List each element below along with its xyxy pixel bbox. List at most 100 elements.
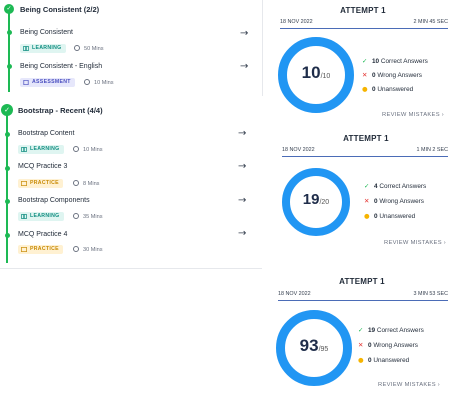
arrow-right-icon[interactable]: → [238,128,247,139]
section-being-consistent: ✓ Being Consistent (2/2) Being Consisten… [0,0,262,96]
practice-badge: PRACTICE [18,179,63,188]
unanswered-count: 0 [372,86,376,93]
duration-text: 35 Mins [83,214,103,220]
duration-text: 30 Mins [83,247,103,253]
clock-icon [73,180,79,186]
correct-stat: ✓ 19 Correct Answers [358,326,424,334]
score: 19/20 [282,191,350,209]
item-title[interactable]: Bootstrap Content [18,130,75,137]
completed-dot-icon [4,166,10,171]
arrow-right-icon[interactable]: → [240,61,249,72]
wrong-count: 0 [368,342,372,349]
wrong-stat: ✕ 0 Wrong Answers [364,197,424,205]
clock-icon [73,146,79,152]
correct-label: Correct Answers [379,183,427,190]
clock-icon [74,45,80,51]
cross-icon: ✕ [362,71,368,79]
review-mistakes-link[interactable]: REVIEW MISTAKES › [384,240,446,246]
review-label: REVIEW MISTAKES [378,382,436,388]
unanswered-stat: ● 0 Unanswered [362,85,413,93]
course-progress-list: ✓ Being Consistent (2/2) Being Consisten… [0,0,262,269]
attempt-title: ATTEMPT 1 [343,134,389,143]
unanswered-label: Unanswered [377,86,414,93]
completed-dot-icon [4,132,10,137]
item-title[interactable]: Being Consistent - English [20,63,103,70]
score-total: /20 [319,199,330,206]
duration: 10 Mins [84,79,114,86]
chevron-right-icon: › [441,112,445,118]
arrow-right-icon[interactable]: → [240,28,249,39]
section-title[interactable]: Bootstrap - Recent (4/4) [18,106,103,115]
unanswered-label: Unanswered [373,357,410,364]
learning-badge: LEARNING [18,212,64,221]
arrow-right-icon[interactable]: → [238,228,247,239]
completed-dot-icon [6,30,12,35]
score-value: 93 [299,336,319,355]
attempt-title: ATTEMPT 1 [340,6,386,15]
unanswered-count: 0 [374,213,378,220]
book-icon [21,214,27,219]
score-value: 19 [302,191,320,208]
code-icon [21,247,27,252]
completed-dot-icon [6,64,12,69]
cross-icon: ✕ [358,341,364,349]
score-value: 10 [301,63,321,82]
badge-label: PRACTICE [30,180,59,186]
unanswered-stat: ● 0 Unanswered [364,212,415,220]
chevron-right-icon: › [443,240,447,246]
item-title[interactable]: Being Consistent [20,29,73,36]
score-ring [282,168,350,236]
learning-badge: LEARNING [20,44,66,53]
completed-dot-icon [4,233,10,238]
practice-badge: PRACTICE [18,245,63,254]
clock-icon [73,246,79,252]
assessment-badge: ASSESSMENT [20,78,75,87]
section-bootstrap-recent: ✓ Bootstrap - Recent (4/4) Bootstrap Con… [0,97,262,269]
arrow-right-icon[interactable]: → [238,195,247,206]
dot-icon: ● [362,85,368,93]
correct-stat: ✓ 4 Correct Answers [364,182,426,190]
arrow-right-icon[interactable]: → [238,161,247,172]
duration-text: 8 Mins [83,181,100,187]
duration-text: 10 Mins [83,147,103,153]
attempt-title: ATTEMPT 1 [339,277,385,286]
card-divider [280,28,448,29]
duration: 10 Mins [73,146,103,153]
item-title[interactable]: Bootstrap Components [18,197,90,204]
unanswered-label: Unanswered [379,213,416,220]
attempt-duration: 2 MIN 45 SEC [413,19,448,25]
learning-badge: LEARNING [18,145,64,154]
attempt-duration: 3 MIN 53 SEC [413,291,448,297]
duration-text: 10 Mins [94,80,114,86]
progress-line [6,111,8,263]
wrong-stat: ✕ 0 Wrong Answers [362,71,422,79]
completed-check-icon: ✓ [4,4,14,14]
review-mistakes-link[interactable]: REVIEW MISTAKES › [382,112,444,118]
progress-line [8,12,10,92]
badge-label: LEARNING [30,213,60,219]
panel-divider [262,0,263,96]
completed-check-icon: ✓ [1,104,13,116]
section-title[interactable]: Being Consistent (2/2) [20,5,100,14]
badge-label: ASSESSMENT [32,79,71,85]
attempt-card: ATTEMPT 1 18 NOV 2022 2 MIN 45 SEC 10/10… [270,0,456,124]
check-icon: ✓ [362,57,368,65]
code-icon [21,181,27,186]
unanswered-stat: ● 0 Unanswered [358,356,409,364]
item-title[interactable]: MCQ Practice 3 [18,163,68,170]
attempt-date: 18 NOV 2022 [278,291,311,297]
badge-label: PRACTICE [30,246,59,252]
duration: 30 Mins [73,246,103,253]
attempt-date: 18 NOV 2022 [280,19,313,25]
correct-count: 4 [374,183,378,190]
completed-dot-icon [4,199,10,204]
score: 93/95 [276,336,352,356]
unanswered-count: 0 [368,357,372,364]
dot-icon: ● [358,356,364,364]
attempt-card: ATTEMPT 1 18 NOV 2022 3 MIN 53 SEC 93/95… [272,272,452,398]
clock-icon [84,79,90,85]
score-total: /95 [318,346,329,353]
wrong-label: Wrong Answers [379,198,424,205]
item-title[interactable]: MCQ Practice 4 [18,231,68,238]
review-mistakes-link[interactable]: REVIEW MISTAKES › [378,382,440,388]
